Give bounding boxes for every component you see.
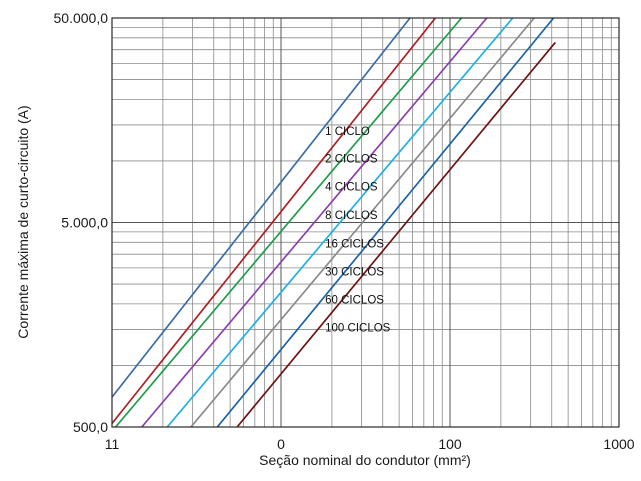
series-label: 8 CICLOS	[325, 210, 378, 222]
y-tick-labels: 500,0 5.000,0 50.000,0	[54, 10, 109, 435]
series-label: 4 CICLOS	[325, 181, 378, 193]
series-label: 2 CICLOS	[325, 153, 378, 165]
series-line	[236, 41, 556, 427]
series-line	[141, 18, 488, 427]
series-line	[190, 18, 535, 427]
series-label: 60 CICLOS	[325, 295, 384, 307]
series-lines	[112, 18, 556, 427]
x-axis-label: Seção nominal do condutor (mm²)	[259, 452, 471, 468]
plot-frame	[111, 17, 620, 428]
x-tick-label: 100	[438, 436, 462, 452]
x-tick-label: 1000	[603, 436, 634, 452]
series-label: 1 CICLO	[325, 126, 370, 138]
series-line	[112, 18, 437, 425]
series-label: 100 CICLOS	[325, 323, 391, 335]
series-line	[114, 18, 463, 427]
y-tick-label: 500,0	[73, 419, 108, 435]
series-labels: 1 CICLO 2 CICLOS 4 CICLOS 8 CICLOS 16 CICLOS…	[325, 126, 391, 335]
series-label: 30 CICLOS	[325, 266, 384, 278]
series-line	[112, 18, 411, 398]
series-line	[216, 18, 555, 427]
x-tick-label: 0	[277, 436, 285, 452]
series-line	[166, 18, 514, 427]
grid	[112, 18, 619, 427]
x-tick-labels: 11 0 100 1000	[105, 436, 635, 452]
series-label: 16 CICLOS	[325, 238, 384, 250]
y-tick-label: 50.000,0	[54, 10, 109, 26]
y-axis-label: Corrente máxima de curto-circuito (A)	[15, 105, 31, 338]
x-tick-label: 11	[105, 436, 120, 452]
y-tick-label: 5.000,0	[61, 215, 108, 231]
